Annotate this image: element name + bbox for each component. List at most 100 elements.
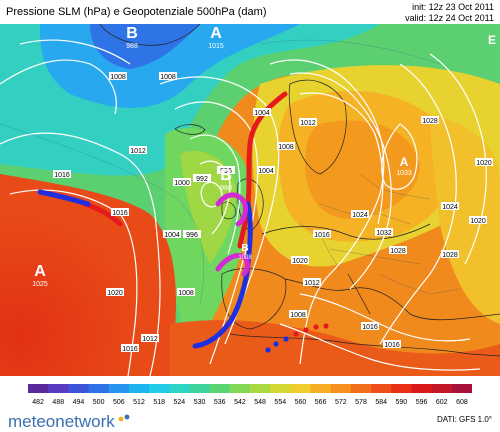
colorbar-swatch <box>371 384 392 393</box>
isobar-label: 1032 <box>376 230 392 237</box>
init-time: init: 12z 23 Oct 2011 <box>412 2 494 12</box>
field-yellow-east <box>430 114 500 324</box>
isobar-label: 1020 <box>470 218 486 225</box>
isobar-label: 1016 <box>122 346 138 353</box>
isobar-label: 1008 <box>110 74 126 81</box>
colorbar-tick-label: 560 <box>295 399 307 406</box>
center-label-northeast: E <box>488 33 496 47</box>
isobar-label: 1004 <box>254 110 270 117</box>
low-letter: B <box>126 25 138 42</box>
field-darkblue-core <box>90 24 200 69</box>
isobar-label: 1020 <box>292 258 308 265</box>
isobar-label: 1020 <box>476 160 492 167</box>
colorbar-tick-label: 524 <box>174 399 186 406</box>
isobar-label: 1004 <box>164 232 180 239</box>
isobar-label: 1008 <box>278 144 294 151</box>
iceland-coast <box>174 124 206 135</box>
colorbar-tick-label: 566 <box>315 399 327 406</box>
high-center-east: A 1033 <box>396 155 412 177</box>
high-letter: A <box>34 263 46 280</box>
colorbar-tick-label: 506 <box>113 399 125 406</box>
colorbar-swatch <box>431 384 453 393</box>
isobar-label: 1012 <box>130 148 146 155</box>
isobar-label: 992 <box>196 176 208 183</box>
data-credit: DATI: GFS 1.0° <box>436 415 492 424</box>
colorbar-swatch <box>451 384 472 393</box>
colorbar-tick-label: 548 <box>254 399 266 406</box>
fronts <box>37 91 288 349</box>
colorbar-ticks: 482 488 494 500 506 512 518 524 530 536 542 548 554 5… <box>32 399 468 406</box>
high-letter: A <box>210 25 222 42</box>
isobar-label: 1008 <box>160 74 176 81</box>
isobar-label: 1016 <box>362 324 378 331</box>
isobar-label: 1016 <box>54 172 70 179</box>
geopotential-colorbar: 482 488 494 500 506 512 518 524 530 536 542 548 554 5… <box>28 384 472 406</box>
high-center-north: A 1015 <box>208 25 224 50</box>
weather-map: 1008 1004 1012 1008 996 1004 1000 992 99… <box>0 24 500 376</box>
colorbar-tick-label: 494 <box>73 399 85 406</box>
colorbar-swatch <box>48 384 69 393</box>
africa-coast <box>229 333 500 357</box>
brand-dots-icon <box>118 414 130 422</box>
isobar-label: 1012 <box>304 280 320 287</box>
scandinavia-coast <box>288 79 347 175</box>
isobar-label: 1028 <box>390 248 406 255</box>
high-letter: A <box>400 155 409 169</box>
dotted-front <box>265 323 329 353</box>
colorbar-swatch <box>128 384 150 393</box>
colorbar-swatches <box>28 384 472 393</box>
high-value: 1033 <box>396 170 412 177</box>
colorbar-tick-label: 608 <box>456 399 468 406</box>
low-value: 1008 <box>238 255 252 261</box>
colorbar-swatch <box>88 384 110 393</box>
colorbar-swatch <box>229 384 251 393</box>
isobar-label: 1000 <box>174 180 190 187</box>
colorbar-swatch <box>209 384 231 393</box>
colorbar-tick-label: 590 <box>396 399 408 406</box>
colorbar-swatch <box>391 384 412 393</box>
colorbar-tick-label: 602 <box>436 399 448 406</box>
colorbar-tick-label: 512 <box>133 399 145 406</box>
occluded-front-north <box>215 192 248 227</box>
colorbar-tick-label: 518 <box>153 399 165 406</box>
colorbar-swatch <box>28 384 49 393</box>
colorbar-swatch <box>189 384 211 393</box>
low-center-main: B 980 <box>220 167 232 192</box>
isobar-label: 1016 <box>112 210 128 217</box>
low-letter: B <box>220 167 232 184</box>
valid-time: valid: 12z 24 Oct 2011 <box>405 13 494 23</box>
colorbar-tick-label: 542 <box>234 399 246 406</box>
high-value: 1025 <box>32 281 48 288</box>
isobar-label: 1004 <box>258 168 274 175</box>
isobar-label: 996 <box>186 232 198 239</box>
colorbar-tick-label: 482 <box>32 399 44 406</box>
low-letter: B <box>241 243 248 254</box>
high-value: 1015 <box>208 43 224 50</box>
low-center-greenland: B 988 <box>126 25 138 50</box>
colorbar-tick-label: 530 <box>194 399 206 406</box>
high-center-atlantic: A 1025 <box>32 263 48 288</box>
isobar-label: 1024 <box>442 204 458 211</box>
low-value: 988 <box>126 43 138 50</box>
colorbar-swatch <box>270 384 291 393</box>
colorbar-swatch <box>68 384 90 393</box>
colorbar-tick-label: 536 <box>214 399 226 406</box>
colorbar-swatch <box>290 384 312 393</box>
colorbar-tick-label: 554 <box>274 399 286 406</box>
colorbar-swatch <box>250 384 271 393</box>
colorbar-swatch <box>350 384 372 393</box>
brand-logo: meteonetwork <box>8 412 115 431</box>
colorbar-swatch <box>411 384 433 393</box>
isobar-label: 1028 <box>422 118 438 125</box>
colorbar-tick-label: 596 <box>416 399 428 406</box>
greenland-coast <box>99 24 201 46</box>
isobar-label: 1012 <box>142 336 158 343</box>
isobar-labels: 1008 1004 1012 1008 996 1004 1000 992 99… <box>53 72 493 353</box>
isobar-label: 1008 <box>290 312 306 319</box>
isobar-label: 1008 <box>178 290 194 297</box>
occluded-front-south <box>215 253 250 277</box>
colorbar-swatch <box>310 384 332 393</box>
center-letter: E <box>488 33 496 47</box>
cold-front-main <box>192 201 253 349</box>
isobar-label: 1012 <box>300 120 316 127</box>
